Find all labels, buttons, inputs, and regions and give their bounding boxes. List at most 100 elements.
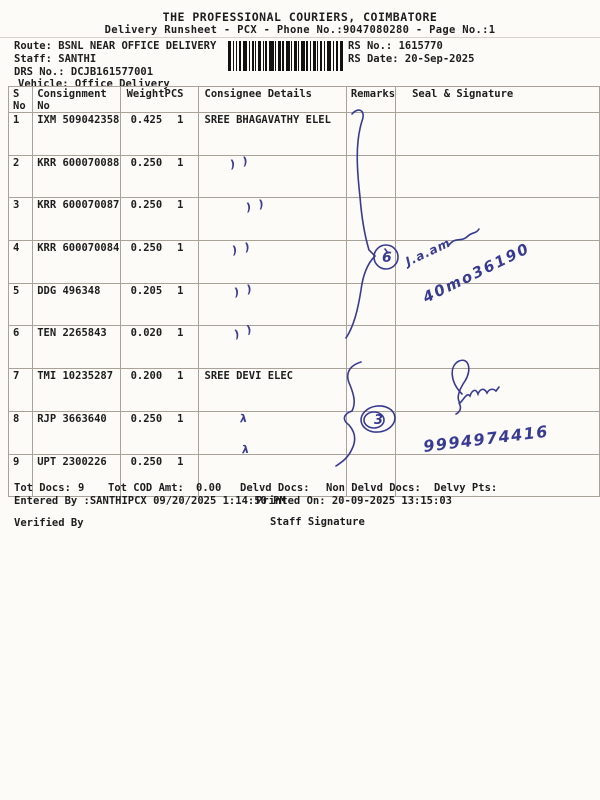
tot-docs-value: 9 <box>78 482 85 494</box>
company-title: THE PROFESSIONAL COURIERS, COIMBATORE <box>162 10 438 24</box>
cell-remarks <box>345 368 397 412</box>
table-row: 7 TMI 10235287 0.200 1 SREE DEVI ELEC <box>7 368 600 412</box>
table-row: 9 UPT 2300226 0.250 1 <box>7 453 600 498</box>
cell-sno: 3 <box>7 197 34 242</box>
tot-cod-label: Tot COD Amt: <box>108 482 184 494</box>
staff-line: Staff: SANTHI <box>14 53 97 65</box>
cell-weight: 0.250 <box>130 242 163 255</box>
cell-remarks <box>345 112 397 156</box>
cell-weight: 0.250 <box>130 199 163 212</box>
cell-weight-pcs: 0.020 1 <box>119 325 199 370</box>
consignment-table: S No Consignment No Weight PCS Consignee… <box>7 86 600 498</box>
cell-remarks <box>345 282 397 327</box>
cell-sno: 6 <box>7 325 34 370</box>
cell-pcs: 1 <box>177 242 184 255</box>
col-seal: Seal & Signature <box>395 86 600 113</box>
rs-date-line: RS Date: 20-Sep-2025 <box>348 53 475 65</box>
delvd-docs-label: Delvd Docs: <box>240 482 310 494</box>
cell-sno: 8 <box>7 410 34 455</box>
cell-remarks <box>345 240 397 284</box>
cell-consignee <box>197 282 347 327</box>
cell-consignment: IXM 509042358 <box>32 112 121 156</box>
cell-pcs: 1 <box>177 114 184 126</box>
cell-sno: 5 <box>7 282 34 327</box>
cell-seal <box>395 197 600 242</box>
cell-consignee: SREE BHAGAVATHY ELEL <box>197 112 347 156</box>
runsheet-subtitle: Delivery Runsheet - PCX - Phone No.:9047… <box>104 24 496 36</box>
table-row: 1 IXM 509042358 0.425 1 SREE BHAGAVATHY ELEL <box>7 112 600 156</box>
route-line: Route: BSNL NEAR OFFICE DELIVERY <box>14 40 217 52</box>
cell-pcs: 1 <box>177 370 184 383</box>
cell-consignment: TMI 10235287 <box>32 368 121 412</box>
cell-pcs: 1 <box>177 327 184 340</box>
staff-signature-label: Staff Signature <box>270 516 365 528</box>
non-delvd-docs-label: Non Delvd Docs: <box>326 482 421 494</box>
cell-consignee: SREE DEVI ELEC <box>197 368 347 412</box>
cell-sno: 9 <box>7 453 34 498</box>
cell-sno: 7 <box>7 368 34 412</box>
cell-pcs: 1 <box>177 199 184 212</box>
cell-remarks <box>345 197 397 242</box>
cell-weight-pcs: 0.205 1 <box>119 282 199 327</box>
tot-docs-label: Tot Docs: <box>14 482 71 494</box>
delvy-pts-label: Delvy Pts: <box>434 482 498 494</box>
cell-weight-pcs: 0.250 1 <box>119 410 199 455</box>
drs-no-line: DRS No.: DCJB161577001 <box>14 66 154 78</box>
cell-weight-pcs: 0.425 1 <box>119 112 199 156</box>
cell-seal <box>395 453 600 498</box>
cell-weight-pcs: 0.250 1 <box>119 453 199 498</box>
verified-by-label: Verified By <box>14 517 84 529</box>
cell-weight: 0.425 <box>130 114 163 126</box>
cell-consignment: KRR 600070088 <box>32 154 121 199</box>
col-remarks: Remarks <box>345 86 397 113</box>
cell-weight: 0.250 <box>130 455 163 468</box>
table-header-row: S No Consignment No Weight PCS Consignee… <box>7 86 600 113</box>
cell-weight-pcs: 0.200 1 <box>119 368 199 412</box>
barcode-icon <box>228 41 344 71</box>
col-pcs: PCS <box>164 88 184 100</box>
cell-pcs: 1 <box>177 412 184 425</box>
cell-seal <box>395 154 600 199</box>
cell-pcs: 1 <box>177 455 184 468</box>
cell-pcs: 1 <box>177 156 184 169</box>
cell-seal <box>395 282 600 327</box>
cell-weight: 0.020 <box>130 327 163 340</box>
col-weight-pcs: Weight PCS <box>119 86 199 113</box>
cell-consignee <box>197 240 347 284</box>
cell-remarks <box>345 325 397 370</box>
cell-consignment: UPT 2300226 <box>32 453 121 498</box>
cell-sno: 4 <box>7 240 34 284</box>
cell-consignment: TEN 2265843 <box>32 325 121 370</box>
table-row: 8 RJP 3663640 0.250 1 <box>7 410 600 455</box>
cell-remarks <box>345 410 397 455</box>
cell-pcs: 1 <box>177 284 184 297</box>
printed-on-line: Printed On: 20-09-2025 13:15:03 <box>256 495 452 507</box>
cell-consignee <box>197 197 347 242</box>
col-consignee: Consignee Details <box>197 86 347 113</box>
divider <box>0 37 600 38</box>
col-sno: S No <box>7 86 34 113</box>
entered-by-line: Entered By :SANTHIPCX 09/20/2025 1:14:50… <box>14 495 286 507</box>
cell-seal <box>395 325 600 370</box>
cell-weight: 0.250 <box>130 156 163 169</box>
cell-consignee <box>197 154 347 199</box>
cell-consignment: DDG 496348 <box>32 282 121 327</box>
cell-remarks <box>345 453 397 498</box>
cell-weight: 0.250 <box>130 412 163 425</box>
tot-cod-value: 0.00 <box>196 482 222 494</box>
table-row: 4 KRR 600070084 0.250 1 <box>7 240 600 284</box>
cell-sno: 1 <box>7 112 34 156</box>
table-row: 5 DDG 496348 0.205 1 <box>7 282 600 327</box>
cell-weight: 0.200 <box>130 370 163 383</box>
table-row: 6 TEN 2265843 0.020 1 <box>7 325 600 370</box>
cell-seal <box>395 368 600 412</box>
table-row: 2 KRR 600070088 0.250 1 <box>7 154 600 199</box>
cell-seal <box>395 112 600 156</box>
cell-consignee <box>197 410 347 455</box>
cell-weight-pcs: 0.250 1 <box>119 197 199 242</box>
table-row: 3 KRR 600070087 0.250 1 <box>7 197 600 242</box>
cell-seal <box>395 410 600 455</box>
cell-seal <box>395 240 600 284</box>
cell-weight-pcs: 0.250 1 <box>119 154 199 199</box>
